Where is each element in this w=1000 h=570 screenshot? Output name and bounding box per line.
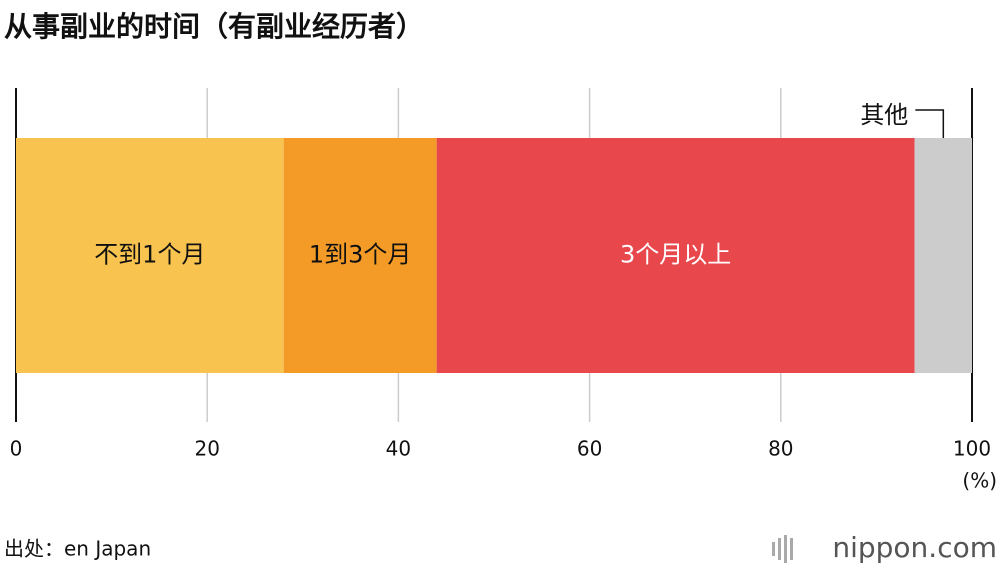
x-tick-label: 60 — [577, 437, 602, 461]
logo-mark — [772, 535, 793, 563]
bar-segment — [914, 138, 972, 373]
x-tick-label: 100 — [953, 437, 991, 461]
x-tick-label: 40 — [386, 437, 411, 461]
segment-label: 3个月以上 — [620, 241, 731, 269]
leader-line — [915, 109, 945, 138]
source: 出处：en Japan — [4, 537, 151, 561]
bar-segment — [283, 138, 437, 373]
segment-label: 不到1个月 — [94, 241, 205, 269]
segment-label: 其他 — [860, 101, 908, 129]
bar-segment — [436, 138, 915, 373]
x-tick-label: 20 — [194, 437, 219, 461]
x-axis-unit: (%) — [962, 469, 997, 493]
segment-label: 1到3个月 — [309, 241, 412, 269]
chart-title: 从事副业的时间（有副业经历者） — [4, 10, 424, 43]
x-tick-label: 0 — [10, 437, 23, 461]
x-tick-label: 80 — [768, 437, 793, 461]
bar-segment — [16, 138, 284, 373]
logo: nippon.com — [832, 531, 997, 564]
